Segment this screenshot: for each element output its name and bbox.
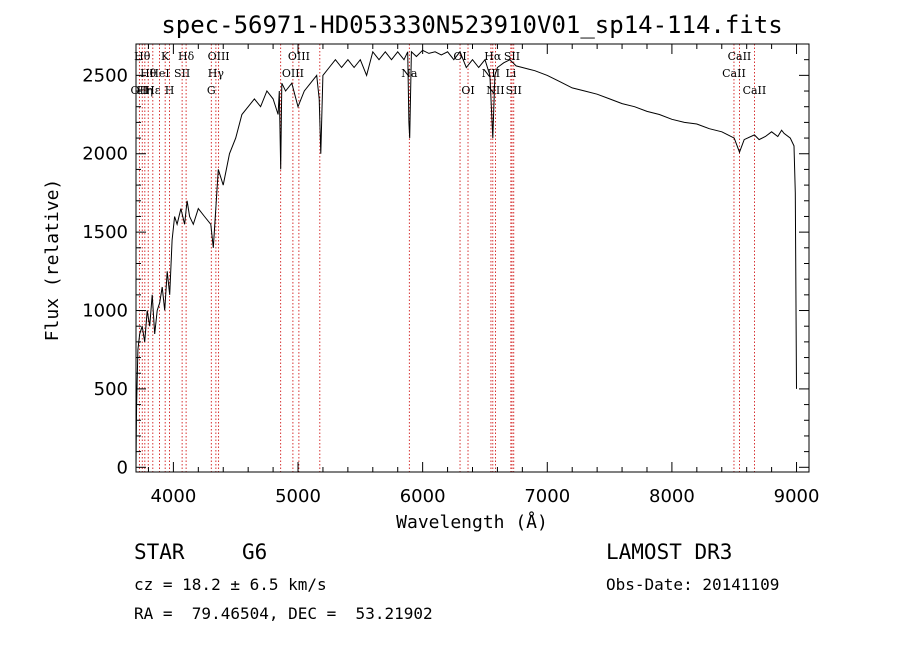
- x-tick-label: 9000: [774, 486, 820, 507]
- line-marker-label: OI: [461, 84, 474, 97]
- line-marker-label: OIII: [288, 50, 310, 63]
- line-marker-label: CaII: [728, 50, 752, 63]
- line-marker-label: Hε: [145, 84, 161, 97]
- spectral-subclass: G6: [242, 540, 268, 564]
- coordinates: RA = 79.46504, DEC = 53.21902: [134, 604, 433, 623]
- spectrum-line: [135, 49, 797, 468]
- line-marker-label: Na: [401, 67, 418, 80]
- x-tick-label: 7000: [524, 486, 570, 507]
- line-marker-label: Hγ: [208, 67, 225, 80]
- line-marker-label: Li: [505, 67, 516, 80]
- line-marker-label: G: [207, 84, 216, 97]
- line-marker-label: HeI: [149, 67, 169, 80]
- y-axis-label: Flux (relative): [42, 179, 63, 342]
- y-axis: 0 500 1000 1500 2000 2500: [82, 59, 809, 478]
- y-tick-label: 2000: [82, 144, 128, 165]
- x-axis: 4000 5000 6000 7000 8000 9000: [147, 44, 820, 507]
- line-marker-label: SII: [504, 50, 520, 63]
- line-marker-label: NII: [482, 67, 500, 80]
- redshift-value: cz = 18.2 ± 6.5 km/s: [134, 575, 327, 594]
- y-tick-label: 0: [117, 457, 128, 478]
- line-marker-label: NII: [486, 84, 504, 97]
- plot-frame: [135, 43, 810, 473]
- object-type: STAR: [134, 540, 185, 564]
- line-marker-label: OIII: [208, 50, 230, 63]
- y-tick-label: 1000: [82, 301, 128, 322]
- x-axis-label: Wavelength (Å): [396, 511, 548, 533]
- line-marker-label: Hδ: [178, 50, 195, 63]
- x-tick-label: 6000: [400, 486, 446, 507]
- line-marker-label: Hη: [137, 84, 153, 97]
- y-tick-label: 1500: [82, 222, 128, 243]
- chart-title: spec-56971-HD053330N523910V01_sp14-114.f…: [161, 11, 782, 39]
- y-tick-label: 500: [94, 379, 128, 400]
- line-marker-label: Hα: [484, 50, 502, 63]
- observation-date: Obs-Date: 20141109: [606, 575, 780, 594]
- survey-name: LAMOST DR3: [606, 540, 733, 564]
- line-marker-label: SII: [506, 84, 522, 97]
- line-marker-label: K: [161, 50, 170, 63]
- x-tick-label: 8000: [649, 486, 695, 507]
- line-marker-label: H: [165, 84, 175, 97]
- x-tick-label: 4000: [150, 486, 196, 507]
- line-marker-label: OII: [131, 84, 149, 97]
- line-marker-label: Hθ: [140, 67, 157, 80]
- y-tick-label: 2500: [82, 65, 128, 86]
- line-marker-label: SII: [174, 67, 190, 80]
- spectral-line-markers: [138, 44, 755, 472]
- line-marker-label: OIII: [282, 67, 304, 80]
- line-marker-label: Hθ: [134, 50, 151, 63]
- spectral-line-labels: OII Hθ Hη Hθ Hε HeI K H SII Hδ G Hγ OIII OIII OIII Na OI…: [131, 50, 767, 97]
- x-tick-label: 5000: [275, 486, 321, 507]
- line-marker-label: CaII: [743, 84, 767, 97]
- line-marker-label: CaII: [722, 67, 746, 80]
